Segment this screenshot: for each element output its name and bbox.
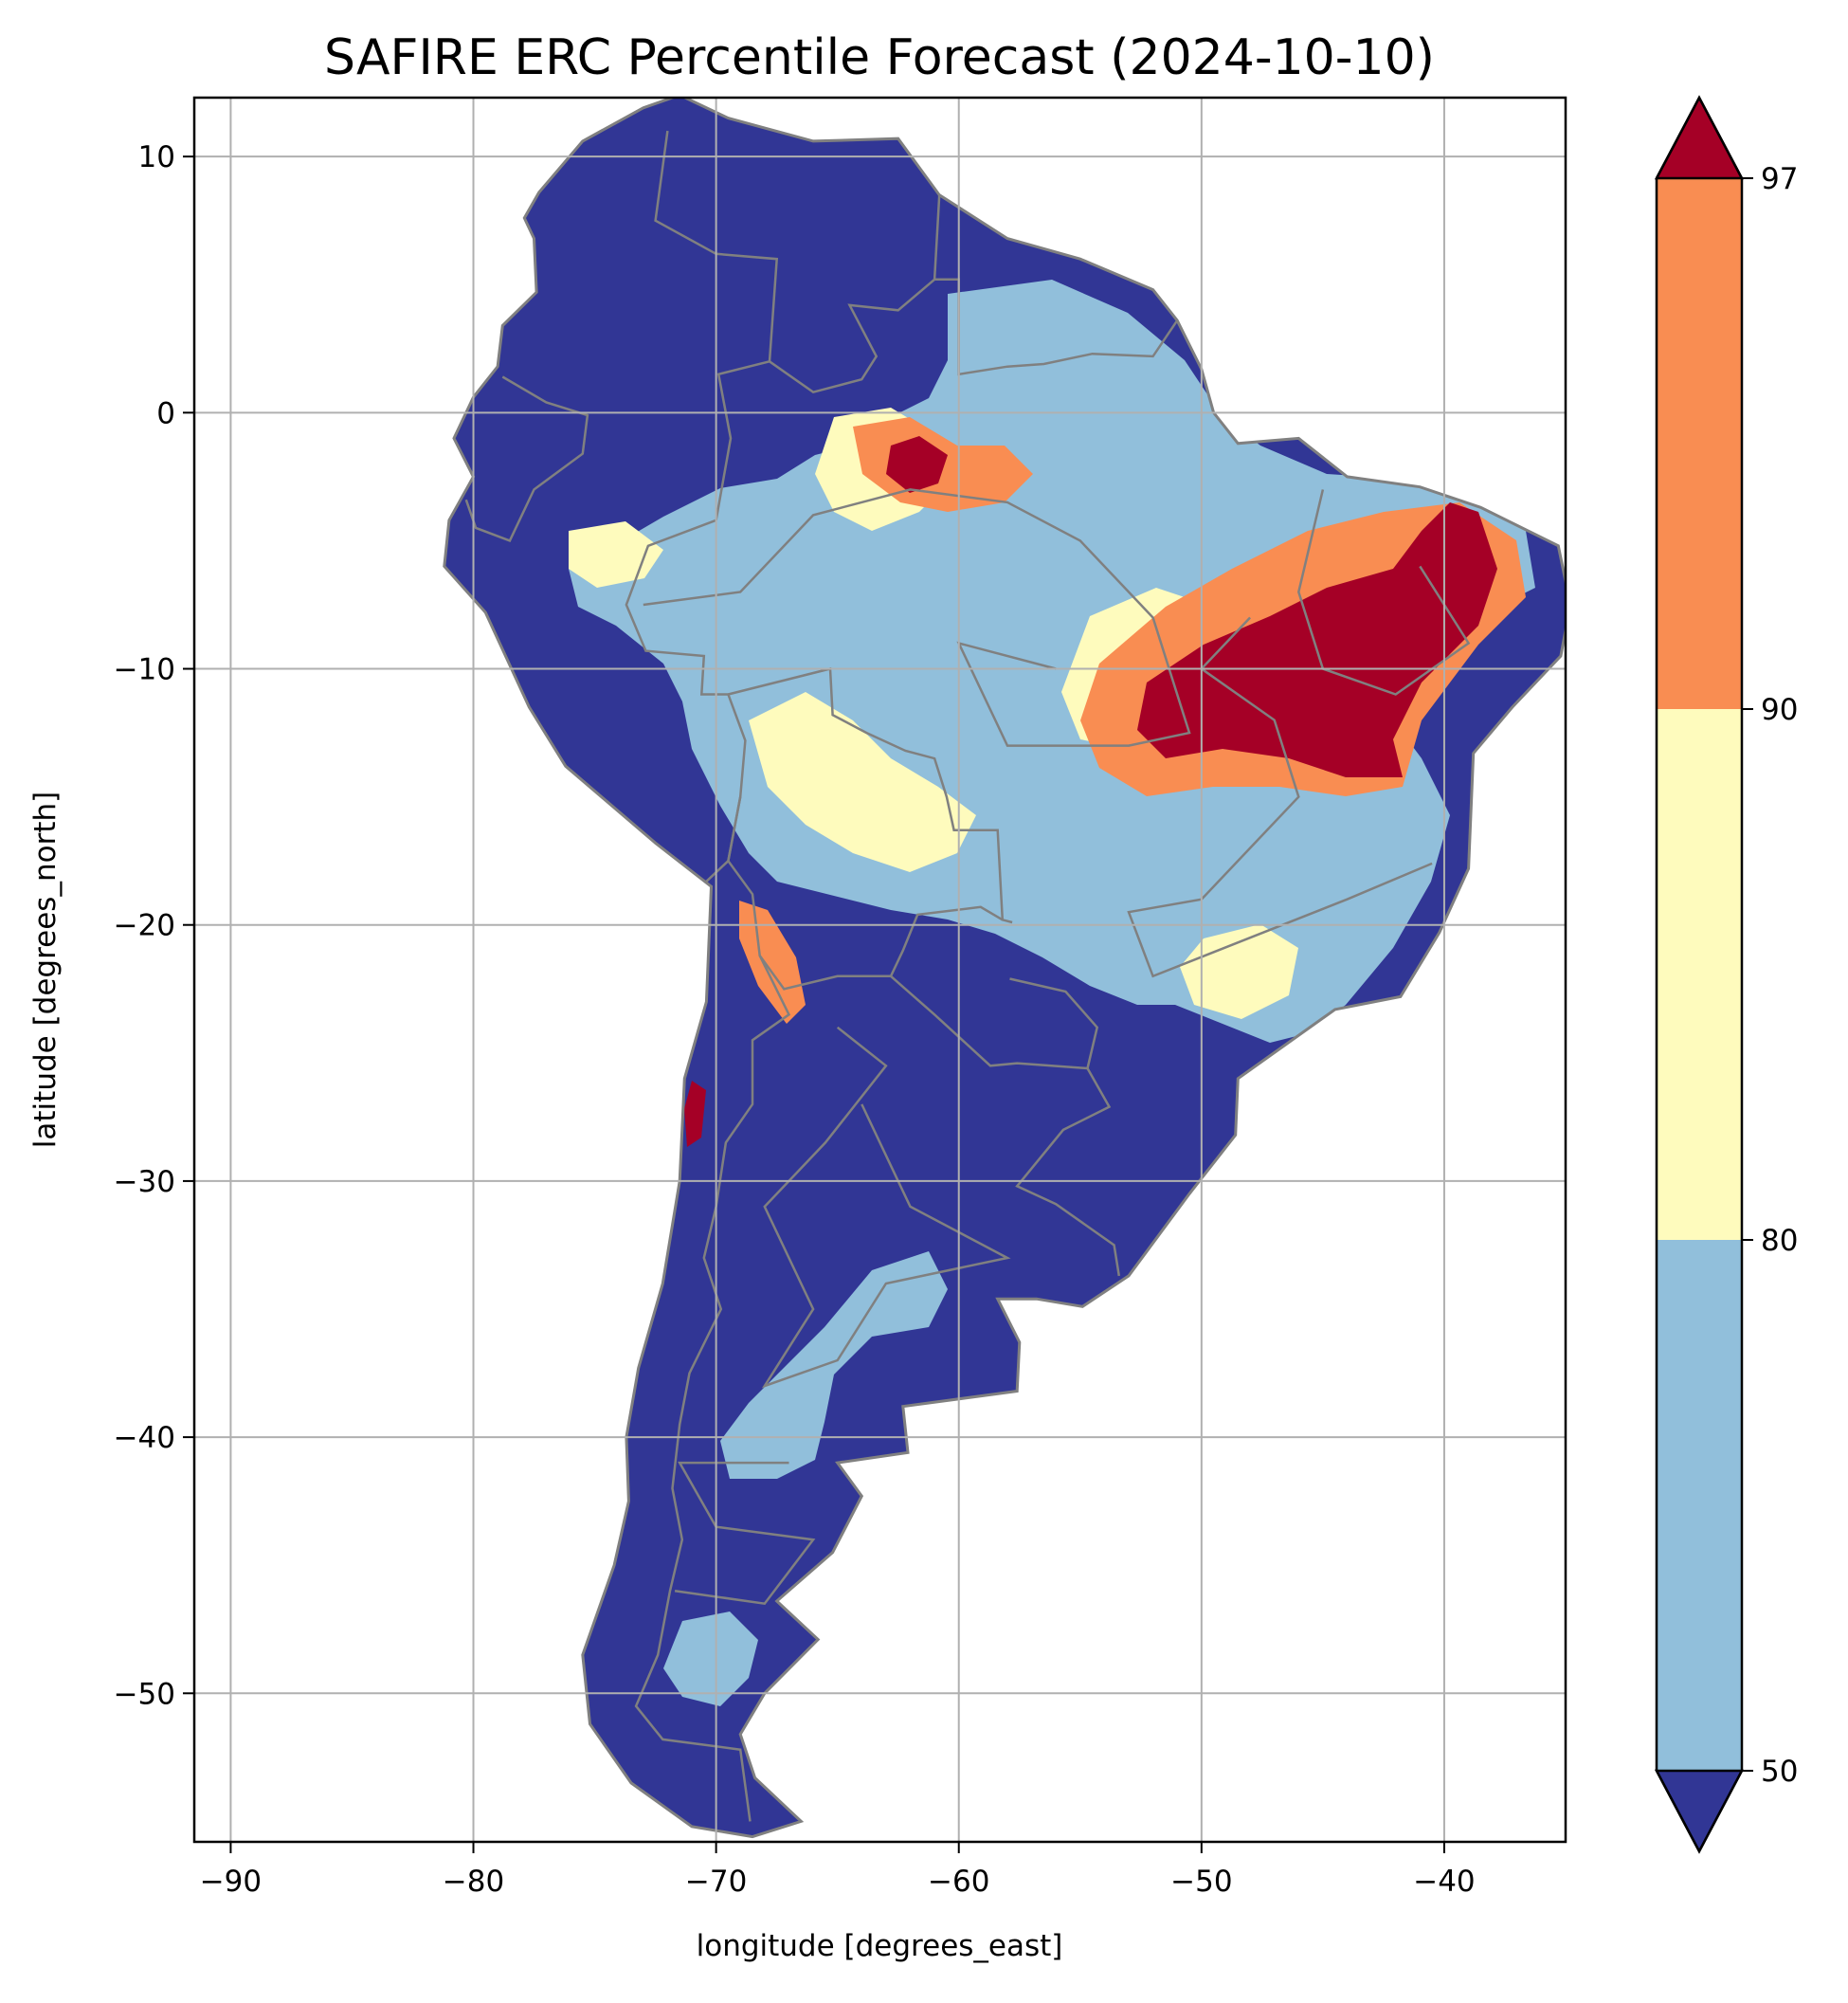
x-tick-label: −60: [928, 1865, 989, 1899]
region-50-80-patagonia: [663, 1612, 758, 1706]
y-tick-label: −40: [114, 1421, 175, 1455]
colorbar-band: [1657, 1240, 1742, 1771]
y-tick-label: −30: [114, 1165, 175, 1199]
map-axes: −90 −80 −70 −60 −50 −40 10 0 −10 −20 −30 −40 −50 lo…: [28, 96, 1567, 1963]
country-border: [728, 666, 1013, 924]
colorbar-under-arrow: [1654, 1769, 1745, 1854]
colorbar-tick-label: 50: [1761, 1755, 1798, 1789]
gridlines: [194, 98, 1566, 1842]
region-80-90-southeast: [1180, 924, 1298, 1019]
x-tick-label: −80: [443, 1865, 504, 1899]
y-tick-label: 0: [156, 396, 175, 430]
x-tick-label: −40: [1413, 1865, 1475, 1899]
country-border: [727, 796, 1004, 991]
x-axis-label: longitude [degrees_east]: [697, 1929, 1063, 1963]
region-above-97-north: [886, 436, 948, 493]
country-border: [761, 1026, 1011, 1389]
country-border: [1015, 1067, 1121, 1277]
country-border: [1297, 489, 1471, 696]
chart-title: SAFIRE ERC Percentile Forecast (2024-10-…: [324, 29, 1435, 86]
y-axis-ticks: 10 0 −10 −20 −30 −40 −50: [114, 140, 194, 1711]
y-tick-label: 10: [138, 140, 175, 174]
y-axis-label: latitude [degrees_north]: [28, 792, 63, 1148]
country-border: [674, 1461, 816, 1606]
country-border: [643, 488, 1191, 747]
country-border: [890, 974, 1099, 1070]
region-50-80-south: [720, 1251, 948, 1479]
x-tick-label: −70: [685, 1865, 747, 1899]
country-border: [634, 955, 791, 1822]
country-border: [654, 130, 779, 521]
y-tick-label: −10: [114, 653, 175, 687]
colorbar-band: [1657, 709, 1742, 1240]
colorbar-tick-label: 80: [1761, 1224, 1798, 1258]
colorbar-tick-label: 97: [1761, 162, 1798, 196]
country-border: [933, 194, 1179, 376]
country-border: [1127, 616, 1433, 978]
x-axis-ticks: −90 −80 −70 −60 −50 −40: [200, 1842, 1476, 1899]
axes-frame: [192, 96, 1567, 1844]
y-tick-label: −20: [114, 909, 175, 943]
y-tick-label: −50: [114, 1677, 175, 1711]
region-above-97-northeast: [1137, 502, 1497, 777]
colorbar-band: [1657, 178, 1742, 709]
region-50-80-amazon: [569, 280, 1535, 1043]
x-tick-label: −50: [1170, 1865, 1232, 1899]
colorbar-over-arrow: [1654, 95, 1745, 180]
colorbar: 50 80 90 97: [1654, 95, 1798, 1854]
colorbar-tick-label: 90: [1761, 693, 1798, 727]
country-border: [464, 375, 589, 542]
percentile-raster: [443, 98, 1566, 1839]
country-border: [769, 278, 935, 394]
region-above-97-chile: [684, 1081, 706, 1147]
region-80-90-central: [749, 692, 976, 872]
x-tick-label: −90: [200, 1865, 262, 1899]
country-borders: [464, 130, 1471, 1822]
coastline: [443, 98, 1566, 1839]
